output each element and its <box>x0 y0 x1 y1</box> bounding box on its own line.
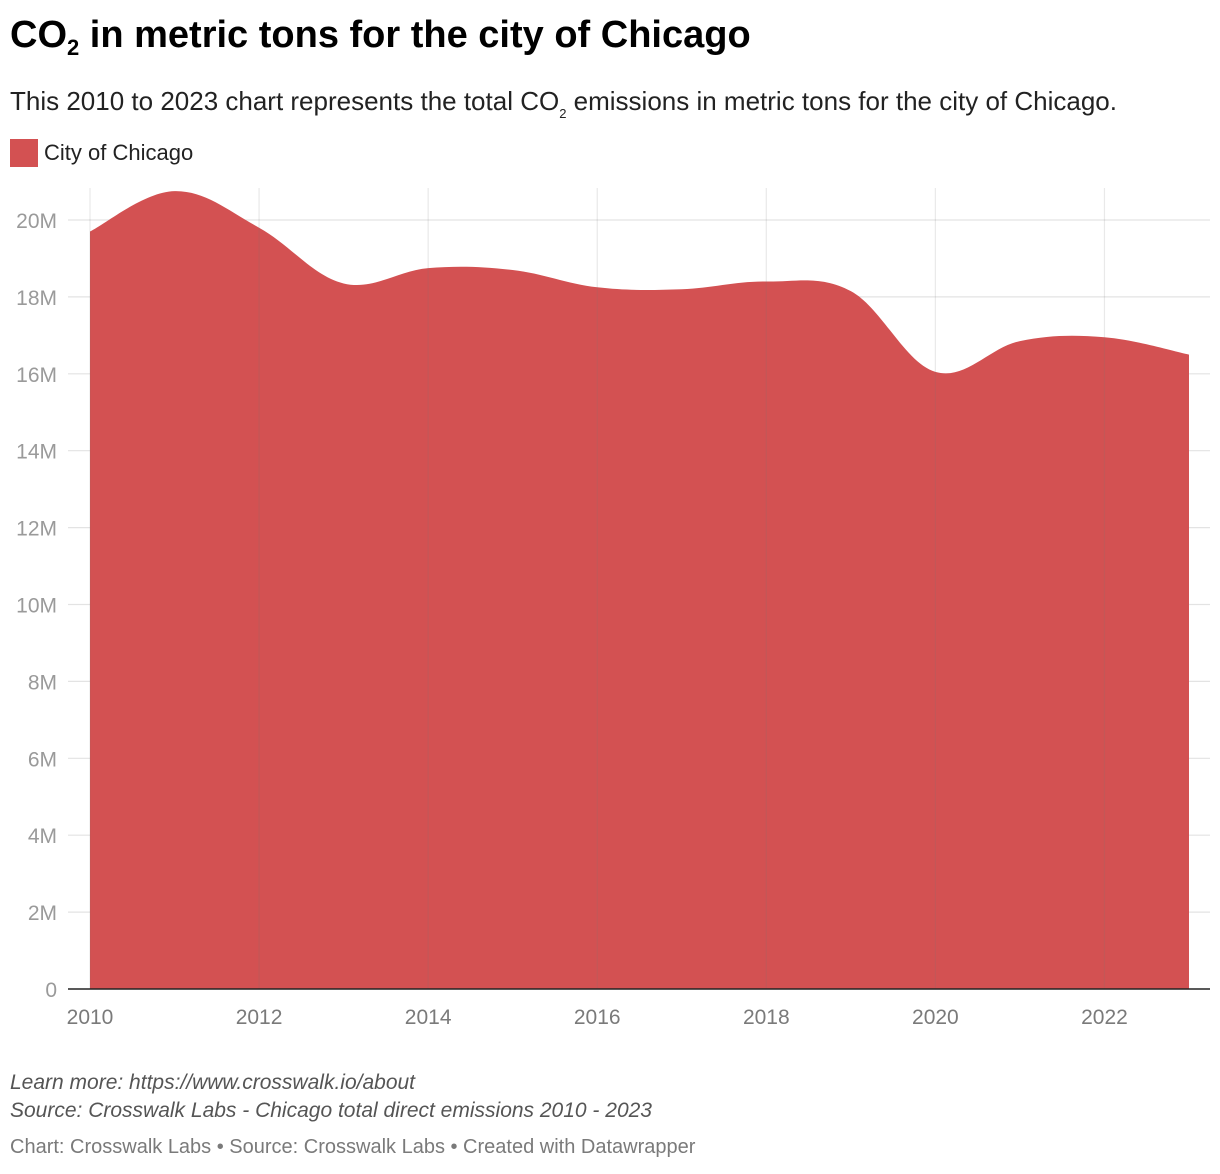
subtitle-suffix: emissions in metric tons for the city of… <box>566 86 1117 116</box>
area-series-city-of-chicago <box>90 191 1189 990</box>
x-tick-label: 2018 <box>743 1006 790 1029</box>
y-tick-label: 6M <box>28 748 57 771</box>
subtitle-prefix: This 2010 to 2023 chart represents the t… <box>10 86 560 116</box>
y-tick-label: 0 <box>45 979 57 1002</box>
y-tick-label: 2M <box>28 902 57 925</box>
chart-subtitle: This 2010 to 2023 chart represents the t… <box>10 84 1117 121</box>
axis-layer: 0 2M 4M 6M 8M 10M 12M 14M 16M 18M 20M 2010 2012 2014 2… <box>16 210 1210 1029</box>
y-tick-label: 10M <box>16 595 57 618</box>
y-tick-label: 4M <box>28 825 57 848</box>
legend-swatch <box>10 139 38 167</box>
legend: City of Chicago <box>10 138 193 168</box>
subtitle-subscript: 2 <box>559 106 567 121</box>
y-tick-label: 14M <box>16 441 57 464</box>
title-prefix: CO <box>10 14 67 56</box>
x-tick-label: 2020 <box>912 1006 959 1029</box>
x-tick-label: 2014 <box>405 1006 452 1029</box>
y-tick-label: 8M <box>28 671 57 694</box>
area-layer <box>90 191 1189 990</box>
legend-label: City of Chicago <box>44 140 194 165</box>
title-subscript: 2 <box>67 35 80 60</box>
y-tick-label: 16M <box>16 364 57 387</box>
footer-note-source: Source: Crosswalk Labs - Chicago total d… <box>10 1099 652 1122</box>
x-tick-label: 2010 <box>67 1006 114 1029</box>
footer-note-learn-more: Learn more: https://www.crosswalk.io/abo… <box>10 1071 416 1094</box>
x-tick-label: 2012 <box>236 1006 283 1029</box>
title-suffix: in metric tons for the city of Chicago <box>79 14 751 56</box>
vertical-grid-layer <box>89 188 1106 989</box>
y-tick-label: 20M <box>16 210 57 233</box>
area-chart: 0 2M 4M 6M 8M 10M 12M 14M 16M 18M 20M 2010 2012 2014 2… <box>16 188 1210 1029</box>
y-tick-label: 18M <box>16 287 57 310</box>
chart-title: CO2 in metric tons for the city of Chica… <box>10 12 751 60</box>
footer-credit: Chart: Crosswalk Labs • Source: Crosswal… <box>10 1136 696 1158</box>
x-tick-label: 2016 <box>574 1006 621 1029</box>
y-tick-label: 12M <box>16 518 57 541</box>
x-tick-label: 2022 <box>1081 1006 1128 1029</box>
